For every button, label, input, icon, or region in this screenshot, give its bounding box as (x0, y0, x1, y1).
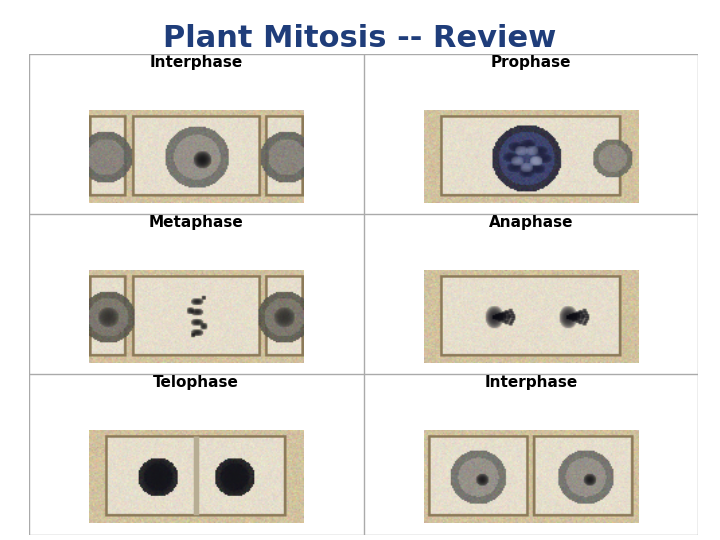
Text: Anaphase: Anaphase (489, 215, 573, 230)
Text: Interphase: Interphase (150, 55, 243, 70)
Text: Plant Mitosis -- Review: Plant Mitosis -- Review (163, 24, 557, 53)
Text: Prophase: Prophase (491, 55, 571, 70)
Text: Interphase: Interphase (485, 375, 577, 390)
Text: Metaphase: Metaphase (149, 215, 243, 230)
Text: Telophase: Telophase (153, 375, 239, 390)
